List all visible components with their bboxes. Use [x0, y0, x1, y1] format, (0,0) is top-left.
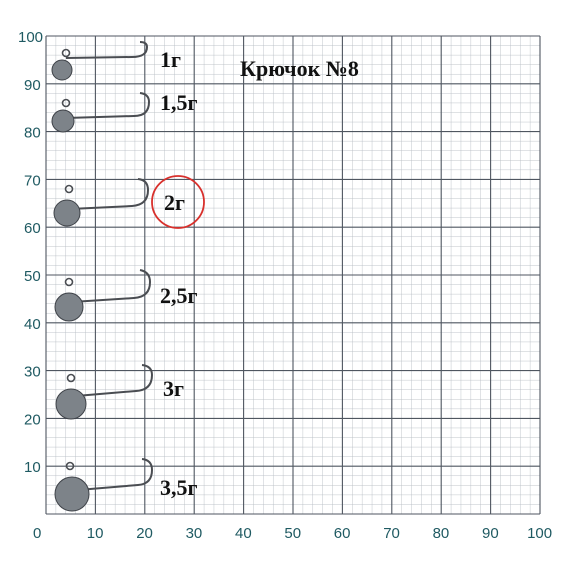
jighead-1g: 1г — [51, 41, 181, 81]
x-tick-label: 30 — [186, 525, 203, 542]
hook-eye — [65, 461, 75, 471]
y-tick-label: 50 — [24, 268, 41, 285]
hook-eye — [64, 277, 74, 287]
hook-eye — [61, 48, 71, 58]
y-tick-label: 10 — [24, 459, 41, 476]
x-tick-label: 100 — [527, 525, 552, 542]
highlight-circle — [151, 175, 205, 229]
x-tick-label: 0 — [33, 525, 41, 542]
lead-head — [53, 199, 81, 227]
y-tick-label: 100 — [18, 29, 43, 46]
y-tick-label: 80 — [24, 125, 41, 142]
hook — [65, 41, 149, 59]
y-axis-ticks: 10 20 30 40 50 60 70 80 90 100 — [18, 29, 43, 476]
x-tick-label: 70 — [383, 525, 400, 542]
lead-head — [54, 476, 90, 512]
x-tick-label: 50 — [284, 525, 301, 542]
jighead-2g: 2г — [53, 175, 205, 229]
jighead-list: 1г 1,5г 2г 2,5г 3г — [51, 41, 205, 512]
y-tick-label: 70 — [24, 172, 41, 189]
y-tick-label: 20 — [24, 411, 41, 428]
major-grid — [45, 35, 541, 515]
chart-title: Крючок №8 — [240, 56, 359, 81]
lead-head — [54, 292, 84, 322]
y-tick-label: 30 — [24, 364, 41, 381]
y-tick-label: 90 — [24, 77, 41, 94]
x-axis-ticks: 0 10 20 30 40 50 60 70 80 90 100 — [33, 525, 552, 542]
jighead-label: 2г — [164, 190, 185, 215]
hook-eye — [64, 184, 74, 194]
jighead-label: 3,5г — [160, 475, 198, 500]
jighead-2-5g: 2,5г — [54, 269, 198, 322]
jighead-label: 1,5г — [160, 90, 198, 115]
hook — [71, 269, 152, 303]
x-tick-label: 80 — [433, 525, 450, 542]
jighead-3-5g: 3,5г — [54, 458, 198, 512]
lead-head — [51, 109, 75, 133]
x-tick-label: 10 — [87, 525, 104, 542]
y-tick-label: 60 — [24, 220, 41, 237]
hook — [75, 364, 154, 397]
jighead-3g: 3г — [55, 364, 184, 420]
x-tick-label: 90 — [482, 525, 499, 542]
hook-eye — [61, 98, 71, 108]
hook — [77, 458, 154, 491]
jighead-label: 2,5г — [160, 283, 198, 308]
x-tick-label: 60 — [334, 525, 351, 542]
hook — [69, 178, 150, 210]
jighead-label: 1г — [160, 47, 181, 72]
lead-head — [51, 59, 73, 81]
jighead-label: 3г — [163, 376, 184, 401]
lead-head — [55, 388, 87, 420]
hook-eye — [66, 373, 76, 383]
x-tick-label: 20 — [136, 525, 153, 542]
y-tick-label: 40 — [24, 316, 41, 333]
jighead-1-5g: 1,5г — [51, 90, 198, 133]
x-tick-label: 40 — [235, 525, 252, 542]
hook — [65, 92, 151, 119]
